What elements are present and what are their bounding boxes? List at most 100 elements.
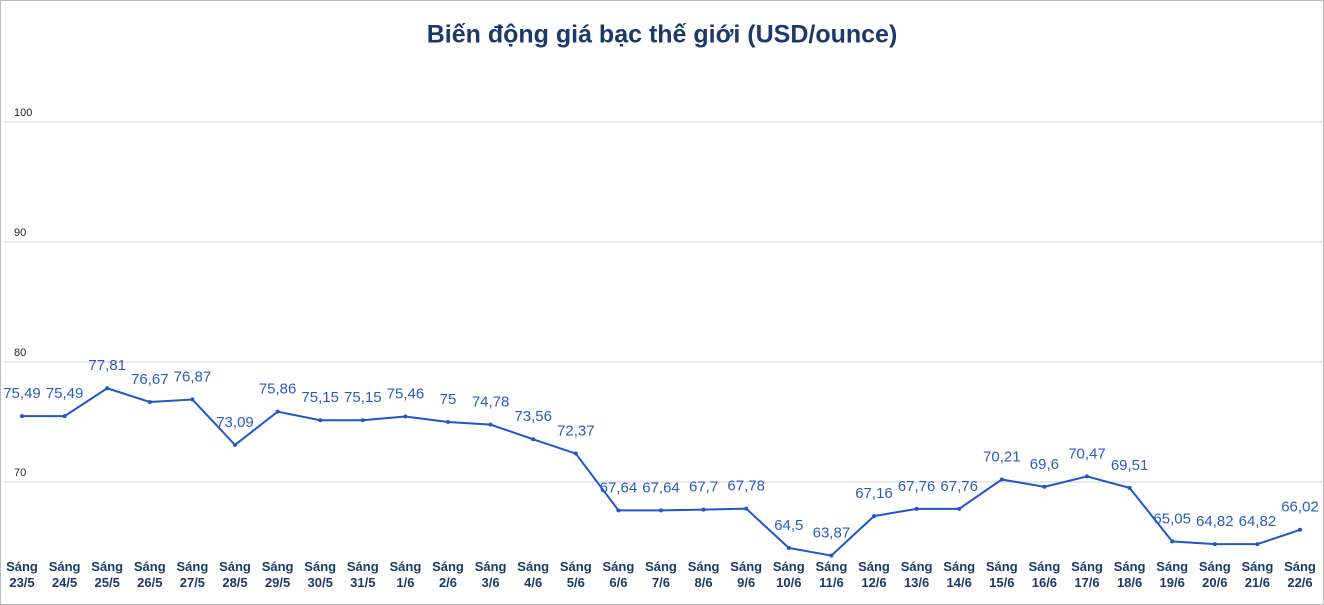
x-tick-label: Sáng 5/6 bbox=[560, 559, 592, 590]
x-tick-label-line: Sáng bbox=[262, 559, 294, 574]
x-tick-label: Sáng 15/6 bbox=[986, 559, 1018, 590]
x-tick-label-line: Sáng bbox=[901, 559, 933, 574]
value-label: 73,56 bbox=[514, 408, 552, 425]
x-tick-label-line: 30/5 bbox=[308, 575, 333, 590]
y-tick-label: 80 bbox=[14, 347, 26, 359]
value-label: 75,15 bbox=[301, 389, 339, 406]
x-tick-label-line: Sáng bbox=[816, 559, 848, 574]
x-tick-label-line: Sáng bbox=[773, 559, 805, 574]
value-label: 75 bbox=[440, 391, 457, 408]
x-tick-label-line: 19/6 bbox=[1160, 575, 1185, 590]
value-label: 75,15 bbox=[344, 389, 382, 406]
x-tick-label-line: Sáng bbox=[475, 559, 507, 574]
x-tick-label: Sáng 8/6 bbox=[688, 559, 720, 590]
y-tick-label: 70 bbox=[14, 467, 26, 479]
data-point bbox=[999, 477, 1004, 482]
data-point bbox=[318, 418, 323, 423]
value-label: 67,64 bbox=[642, 479, 680, 496]
x-tick-label-line: 15/6 bbox=[989, 575, 1014, 590]
x-tick-label-line: 29/5 bbox=[265, 575, 290, 590]
data-point bbox=[190, 397, 195, 402]
x-tick-label-line: Sáng bbox=[560, 559, 592, 574]
x-tick-label-line: Sáng bbox=[1156, 559, 1188, 574]
x-tick-label-line: 26/5 bbox=[137, 575, 162, 590]
x-tick-label: Sáng 4/6 bbox=[517, 559, 549, 590]
x-tick-label-line: Sáng bbox=[304, 559, 336, 574]
x-tick-label: Sáng 28/5 bbox=[219, 559, 251, 590]
x-tick-label: Sáng 31/5 bbox=[347, 559, 379, 590]
data-point bbox=[616, 508, 621, 513]
x-tick-label: Sáng 14/6 bbox=[943, 559, 975, 590]
data-point bbox=[488, 422, 493, 427]
x-tick-label: Sáng 7/6 bbox=[645, 559, 677, 590]
value-label: 76,67 bbox=[131, 371, 169, 388]
x-tick-label-line: 2/6 bbox=[439, 575, 457, 590]
value-label: 67,16 bbox=[855, 485, 893, 502]
data-point bbox=[531, 437, 536, 442]
x-tick-label-line: 14/6 bbox=[947, 575, 972, 590]
x-tick-label-line: 27/5 bbox=[180, 575, 205, 590]
data-point bbox=[1042, 484, 1047, 489]
x-tick-label-line: Sáng bbox=[1199, 559, 1231, 574]
x-tick-label: Sáng 20/6 bbox=[1199, 559, 1231, 590]
x-tick-label-line: 20/6 bbox=[1202, 575, 1227, 590]
x-tick-label: Sáng 9/6 bbox=[730, 559, 762, 590]
chart-title: Biến động giá bạc thế giới (USD/ounce) bbox=[427, 21, 898, 49]
value-label: 63,87 bbox=[813, 525, 851, 542]
value-label: 75,46 bbox=[387, 385, 425, 402]
x-tick-label-line: 1/6 bbox=[396, 575, 414, 590]
x-tick-label: Sáng 10/6 bbox=[773, 559, 805, 590]
x-tick-label-line: Sáng bbox=[1284, 559, 1316, 574]
x-tick-label-line: Sáng bbox=[517, 559, 549, 574]
x-tick-label-line: Sáng bbox=[603, 559, 635, 574]
x-tick-label: Sáng 24/5 bbox=[49, 559, 81, 590]
x-tick-label-line: 31/5 bbox=[350, 575, 375, 590]
data-point bbox=[1255, 542, 1260, 547]
x-tick-label-line: 23/5 bbox=[9, 575, 34, 590]
x-tick-label-line: Sáng bbox=[730, 559, 762, 574]
x-tick-label-line: 9/6 bbox=[737, 575, 755, 590]
x-tick-label-line: Sáng bbox=[1242, 559, 1274, 574]
x-tick-label: Sáng 16/6 bbox=[1029, 559, 1061, 590]
x-tick-label: Sáng 2/6 bbox=[432, 559, 464, 590]
y-tick-label: 90 bbox=[14, 227, 26, 239]
x-tick-label-line: Sáng bbox=[645, 559, 677, 574]
x-tick-label-line: Sáng bbox=[1114, 559, 1146, 574]
x-tick-label-line: 28/5 bbox=[222, 575, 247, 590]
value-label: 67,64 bbox=[600, 479, 638, 496]
x-tick-label: Sáng 27/5 bbox=[177, 559, 209, 590]
x-tick-label-line: 22/6 bbox=[1287, 575, 1312, 590]
x-tick-label-line: 12/6 bbox=[861, 575, 886, 590]
data-point bbox=[233, 442, 237, 447]
data-point bbox=[147, 399, 152, 404]
data-point bbox=[701, 507, 706, 512]
x-tick-label-line: Sáng bbox=[91, 559, 123, 574]
x-tick-label-line: Sáng bbox=[134, 559, 166, 574]
x-tick-label: Sáng 3/6 bbox=[475, 559, 507, 590]
value-label: 77,81 bbox=[88, 357, 126, 374]
x-tick-label-line: 13/6 bbox=[904, 575, 929, 590]
data-point bbox=[275, 409, 280, 414]
data-point bbox=[360, 418, 365, 423]
x-tick-label-line: Sáng bbox=[1071, 559, 1103, 574]
data-point bbox=[1170, 539, 1175, 544]
x-tick-label-line: 11/6 bbox=[819, 575, 844, 590]
x-tick-label: Sáng 17/6 bbox=[1071, 559, 1103, 590]
value-label: 64,82 bbox=[1196, 513, 1234, 530]
data-point bbox=[957, 506, 962, 511]
x-tick-label-line: Sáng bbox=[390, 559, 422, 574]
data-point bbox=[446, 420, 450, 424]
x-tick-label: Sáng 30/5 bbox=[304, 559, 336, 590]
x-tick-label: Sáng 6/6 bbox=[603, 559, 635, 590]
data-point bbox=[573, 451, 578, 456]
value-label: 72,37 bbox=[557, 423, 595, 440]
x-tick-label-line: Sáng bbox=[49, 559, 81, 574]
value-label: 64,5 bbox=[774, 517, 803, 534]
x-tick-label-line: 25/5 bbox=[95, 575, 120, 590]
value-label: 73,09 bbox=[216, 414, 254, 431]
data-point bbox=[829, 553, 834, 558]
x-tick-label: Sáng 23/5 bbox=[6, 559, 38, 590]
x-tick-label: Sáng 13/6 bbox=[901, 559, 933, 590]
data-point bbox=[872, 514, 876, 519]
x-tick-label-line: 24/5 bbox=[52, 575, 77, 590]
